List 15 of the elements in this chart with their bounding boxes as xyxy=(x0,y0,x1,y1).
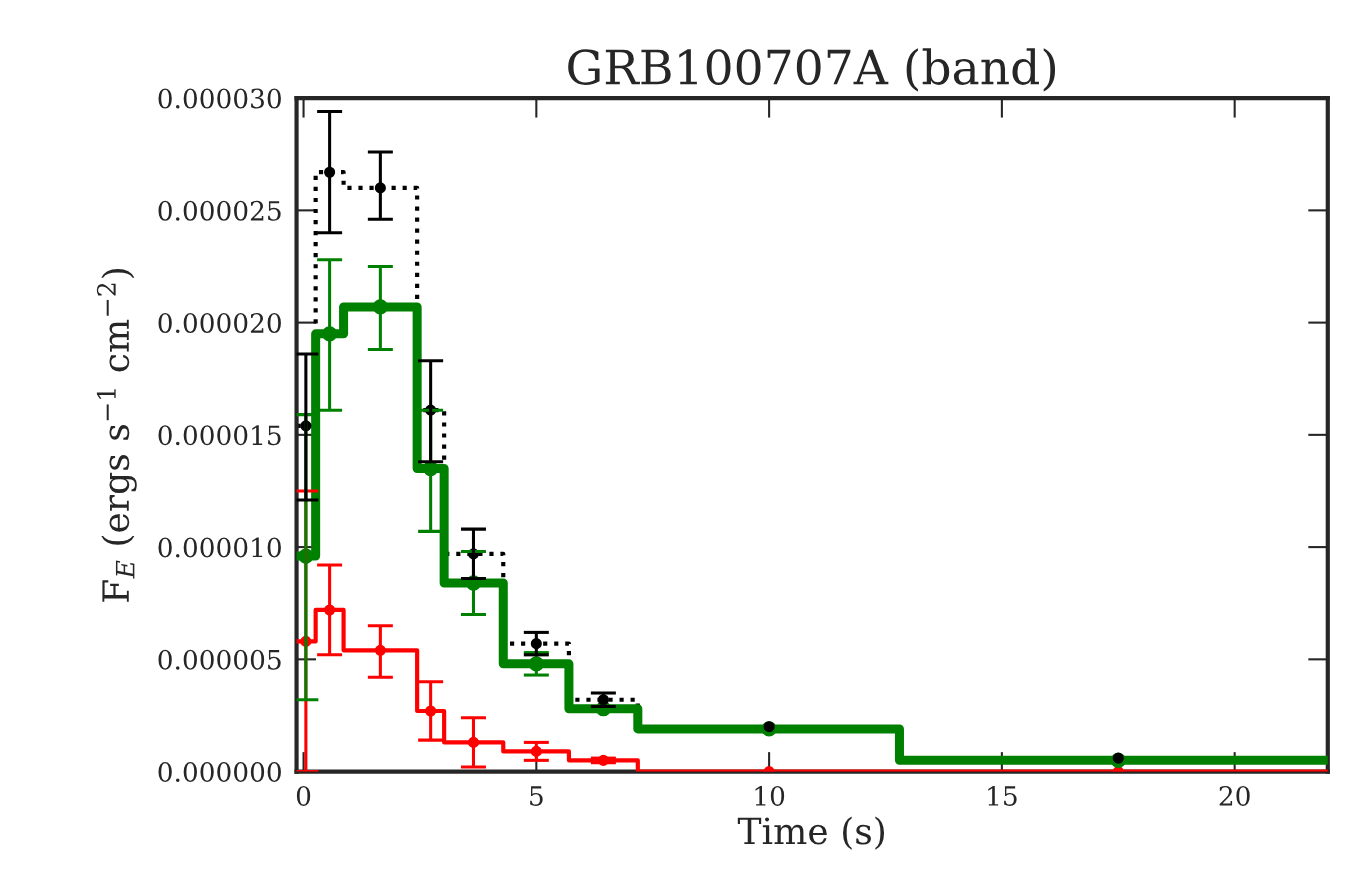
x-tick-label: 5 xyxy=(530,786,543,806)
x-tick-label: 15 xyxy=(988,785,1017,806)
y-tick-label: 0.000010 xyxy=(158,537,281,558)
x-axis-title: Time (s) xyxy=(737,816,885,850)
x-tick-label: 10 xyxy=(755,785,785,806)
x-tick-label: 0 xyxy=(296,785,311,806)
y-tick-label: 0.000005 xyxy=(158,649,281,670)
y-tick-label: 0.000015 xyxy=(158,425,281,446)
y-tick-label: 0.000000 xyxy=(158,762,281,782)
y-tick-label: 0.000030 xyxy=(158,88,281,109)
y-tick-label: 0.000025 xyxy=(158,200,281,221)
x-tick-label: 20 xyxy=(1219,785,1250,806)
y-axis-title: F$_{E}$ (ergs s$^{−1}$ cm$^{−2}$) xyxy=(96,268,137,602)
chart-title: GRB100707A (band) xyxy=(568,48,1056,92)
y-tick-label: 0.000020 xyxy=(158,313,281,334)
